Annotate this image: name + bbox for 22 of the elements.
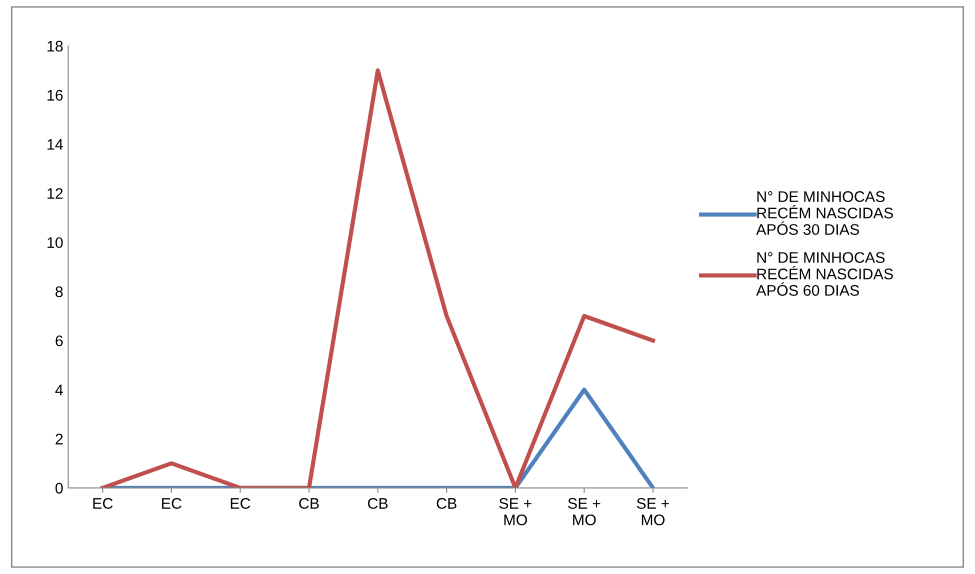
y-tick-label: 18: [48, 40, 63, 52]
x-tick-label: CB: [368, 498, 388, 509]
y-tick-label: 0: [55, 482, 63, 494]
y-tick-label: 16: [48, 90, 63, 101]
x-tick-label: CB: [436, 498, 456, 509]
y-tick-label: 8: [56, 286, 63, 298]
x-tick-label: CB: [299, 498, 319, 509]
y-tick-label: 6: [56, 335, 63, 346]
y-tick-label: 14: [48, 139, 63, 150]
y-tick-label: 2: [56, 434, 63, 444]
x-tick-label: EC: [162, 498, 182, 509]
y-tick-label: 4: [55, 384, 63, 396]
legend-label: N° DE MINHOCAS RECÉM NASCIDAS APÓS 30 DIAS: [756, 191, 893, 235]
x-tick-label: SE + MO: [636, 498, 669, 526]
x-tick-label: EC: [230, 498, 250, 509]
legend-label: N° DE MINHOCAS RECÉM NASCIDAS APÓS 60 DIAS: [756, 252, 893, 296]
line-series: [100, 68, 656, 488]
y-tick-label: 10: [48, 237, 63, 248]
y-tick-label: 12: [48, 188, 63, 199]
x-tick-label: SE + MO: [568, 498, 600, 526]
x-tick-label: EC: [93, 498, 113, 509]
x-tick-label: SE + MO: [499, 498, 532, 526]
